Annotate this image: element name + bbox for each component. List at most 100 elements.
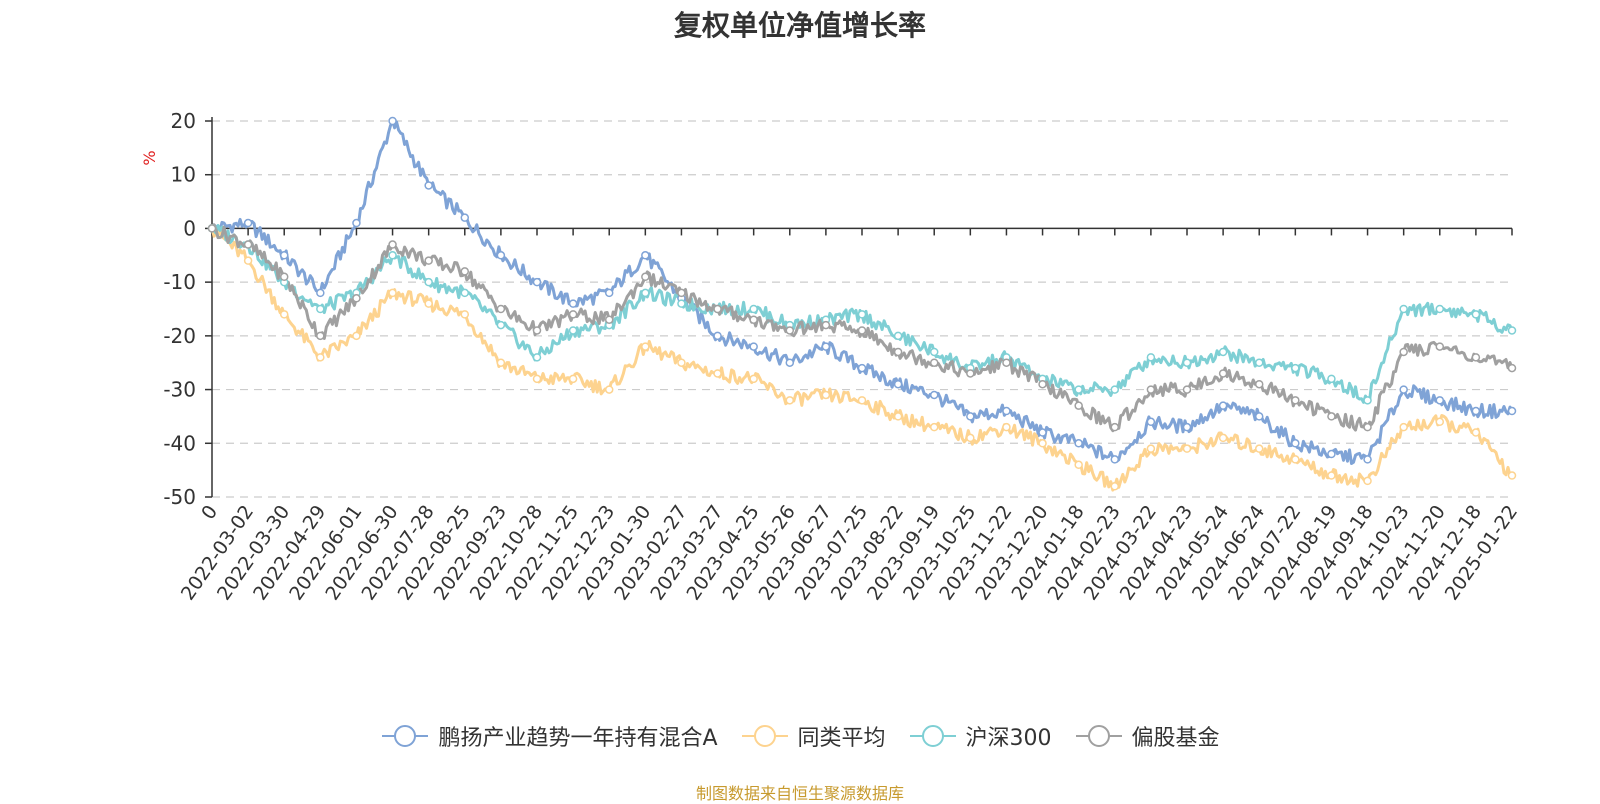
legend-item[interactable]: 沪深300	[908, 720, 1052, 752]
data-point	[1074, 439, 1083, 448]
y-tick-label: -10	[163, 270, 196, 294]
data-point	[424, 256, 433, 265]
data-point	[460, 288, 470, 298]
data-point	[1074, 460, 1083, 470]
legend-swatch-icon	[909, 725, 956, 747]
data-point	[1074, 401, 1083, 410]
data-point	[424, 277, 433, 287]
data-point	[243, 240, 253, 249]
data-point	[1435, 342, 1445, 351]
data-point	[966, 433, 975, 443]
data-point	[460, 310, 470, 319]
data-point	[1254, 412, 1264, 421]
data-point	[1363, 396, 1372, 405]
data-point	[1327, 374, 1336, 384]
data-point	[1291, 439, 1300, 448]
data-point	[641, 272, 650, 282]
legend-item[interactable]: 同类平均	[740, 720, 886, 752]
legend-label: 鹏扬产业趋势一年持有混合A	[438, 726, 718, 751]
data-point	[641, 288, 650, 298]
data-point	[496, 304, 506, 314]
data-point	[1218, 401, 1228, 410]
legend-swatch-icon	[1075, 725, 1122, 747]
data-point	[749, 342, 758, 351]
data-point	[821, 320, 831, 330]
data-point	[1291, 455, 1300, 464]
data-point	[1435, 417, 1445, 427]
data-point	[1182, 358, 1192, 367]
data-point	[929, 347, 939, 357]
legend-item[interactable]: 偏股基金	[1074, 720, 1220, 752]
line-chart: 20100-10-20-30-40-5002022-03-022022-03-3…	[140, 109, 1522, 604]
data-point	[1110, 455, 1120, 464]
data-point	[1471, 310, 1481, 319]
data-point	[785, 326, 795, 335]
data-point	[604, 288, 614, 298]
data-point	[460, 267, 470, 276]
data-point	[1507, 471, 1517, 480]
data-point	[1074, 385, 1083, 394]
data-point	[1182, 444, 1192, 453]
source-note: 制图数据来自恒生聚源数据库	[695, 784, 904, 803]
data-point	[352, 294, 361, 303]
data-point	[677, 299, 686, 308]
data-point	[388, 116, 397, 126]
y-tick-label: -30	[163, 378, 196, 402]
series-markers	[207, 116, 1517, 491]
legend-item[interactable]: 鹏扬产业趋势一年持有混合A	[380, 720, 718, 752]
data-point	[1291, 363, 1300, 373]
data-point	[1218, 433, 1228, 443]
data-point	[316, 353, 325, 362]
legend-label: 沪深300	[965, 726, 1052, 751]
data-point	[316, 288, 325, 298]
x-tick-label: 0	[197, 501, 222, 524]
data-point	[424, 299, 433, 308]
data-point	[1327, 449, 1336, 459]
data-point	[1291, 396, 1300, 405]
legend-label: 同类平均	[797, 726, 886, 751]
data-point	[1363, 476, 1372, 486]
data-point	[1363, 422, 1372, 432]
data-point	[1399, 385, 1408, 394]
data-point	[677, 288, 686, 298]
data-point	[316, 304, 325, 314]
series-lines	[210, 119, 1514, 492]
y-tick-label: 20	[171, 109, 196, 133]
data-point	[424, 181, 433, 190]
data-point	[1507, 326, 1517, 335]
data-point	[641, 342, 650, 351]
data-point	[1254, 358, 1264, 367]
data-point	[1399, 304, 1408, 314]
data-point	[857, 326, 867, 335]
data-point	[460, 213, 470, 222]
data-point	[1399, 347, 1408, 357]
data-point	[1038, 439, 1047, 448]
data-point	[532, 374, 542, 384]
data-point	[568, 326, 578, 335]
data-point	[1435, 396, 1445, 405]
data-point	[1471, 406, 1481, 416]
data-point	[966, 412, 975, 421]
data-point	[279, 251, 289, 260]
y-tick-label: -40	[163, 431, 196, 455]
data-point	[243, 256, 253, 265]
data-point	[1363, 455, 1372, 464]
data-point	[857, 396, 867, 405]
data-point	[496, 251, 506, 260]
data-point	[893, 347, 903, 357]
data-point	[1110, 482, 1120, 491]
data-point	[279, 272, 289, 282]
data-point	[713, 369, 722, 378]
data-point	[279, 310, 289, 319]
legend-label: 偏股基金	[1131, 726, 1220, 751]
data-point	[1146, 353, 1156, 362]
data-point	[1327, 471, 1336, 480]
data-point	[966, 369, 975, 378]
data-point	[352, 331, 361, 341]
data-point	[532, 353, 542, 362]
data-point	[1038, 379, 1047, 389]
data-point	[388, 288, 397, 298]
data-point	[352, 218, 361, 228]
data-point	[532, 326, 542, 335]
data-point	[568, 374, 578, 384]
